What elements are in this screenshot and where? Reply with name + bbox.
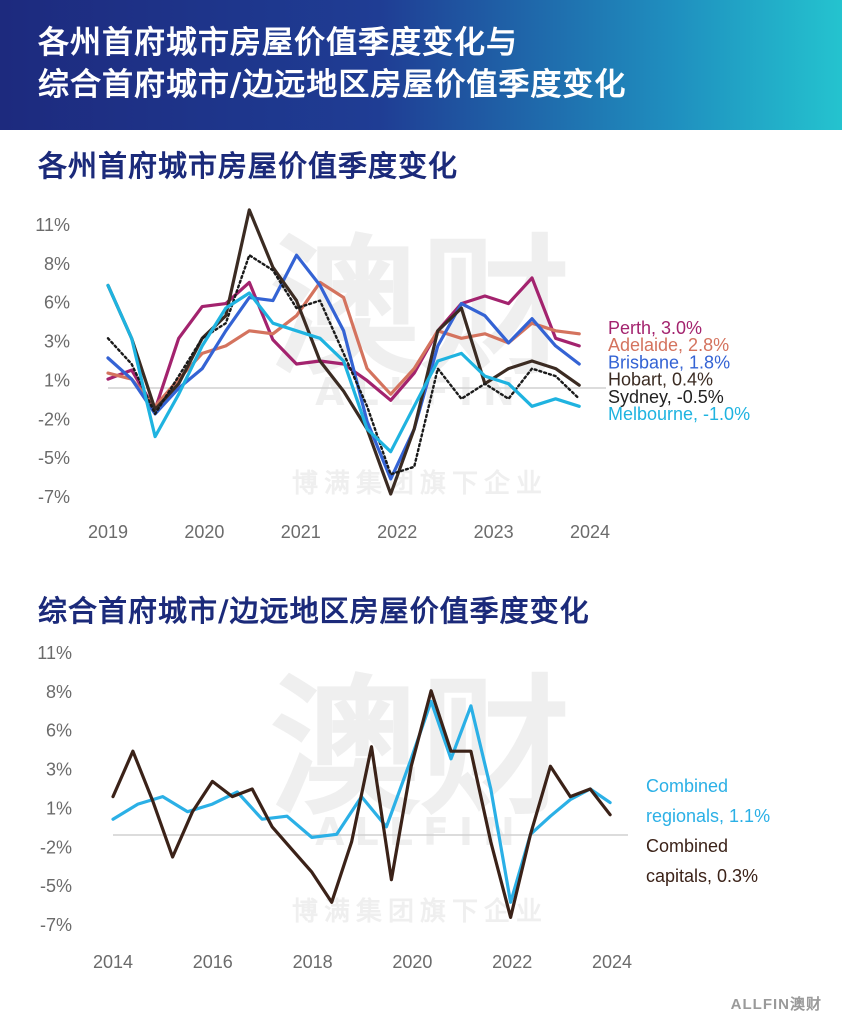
y-tick-label: 1% xyxy=(44,370,70,390)
legend-label-2: Brisbane, 1.8% xyxy=(608,352,730,372)
x-tick-label: 2020 xyxy=(184,522,224,542)
x-tick-label: 2014 xyxy=(93,952,133,972)
y-tick-label: -7% xyxy=(38,487,70,507)
footer-logo: ALLFIN澳财 xyxy=(730,996,822,1013)
legend-label-1: capitals, 0.3% xyxy=(646,866,758,886)
legend-label-0: Combined xyxy=(646,776,728,796)
y-tick-label: 3% xyxy=(46,760,72,780)
x-tick-label: 2022 xyxy=(377,522,417,542)
chart-state-capitals: 澳财ALLFIN博满集团旗下企业11%8%6%3%1%-2%-5%-7%2019… xyxy=(35,208,750,542)
y-tick-label: 8% xyxy=(46,682,72,702)
series-line-5 xyxy=(106,283,581,454)
legend-label-1: Adelaide, 2.8% xyxy=(608,335,729,355)
series-line-4 xyxy=(106,254,581,476)
chart1-title: 各州首府城市房屋价值季度变化 xyxy=(38,149,459,183)
legend-label-5: Melbourne, -1.0% xyxy=(608,404,750,424)
y-tick-label: 6% xyxy=(46,721,72,741)
page-title: 各州首府城市房屋价值季度变化与 综合首府城市/边远地区房屋价值季度变化 xyxy=(38,22,626,106)
y-tick-label: -7% xyxy=(40,915,72,935)
x-tick-label: 2021 xyxy=(281,522,321,542)
x-tick-label: 2018 xyxy=(293,952,333,972)
legend-label-4: Sydney, -0.5% xyxy=(608,387,724,407)
x-tick-label: 2023 xyxy=(474,522,514,542)
legend-label-0: Perth, 3.0% xyxy=(608,318,702,338)
chart2-title: 综合首府城市/边远地区房屋价值季度变化 xyxy=(38,594,590,628)
legend-label-3: Hobart, 0.4% xyxy=(608,370,713,390)
y-tick-label: 11% xyxy=(37,643,72,663)
series-line-0 xyxy=(111,699,612,904)
legend-label-1: Combined xyxy=(646,836,728,856)
x-tick-label: 2024 xyxy=(570,522,610,542)
x-tick-label: 2016 xyxy=(193,952,233,972)
x-tick-label: 2024 xyxy=(592,952,632,972)
page-title-line1: 各州首府城市房屋价值季度变化与 xyxy=(38,25,518,61)
legend-label-0: regionals, 1.1% xyxy=(646,806,770,826)
header-banner: 各州首府城市房屋价值季度变化与 综合首府城市/边远地区房屋价值季度变化 xyxy=(0,0,842,130)
y-tick-label: -5% xyxy=(40,876,72,896)
series-line-3 xyxy=(106,208,581,496)
y-tick-label: 11% xyxy=(35,215,70,235)
watermark-sub: 博满集团旗下企业 xyxy=(292,468,548,499)
x-tick-label: 2019 xyxy=(88,522,128,542)
page-title-line2: 综合首府城市/边远地区房屋价值季度变化 xyxy=(38,67,627,103)
y-tick-label: -5% xyxy=(38,448,70,468)
y-tick-label: 6% xyxy=(44,293,70,313)
watermark-main: 澳财 xyxy=(270,662,570,836)
series-line-1 xyxy=(111,689,612,919)
y-tick-label: -2% xyxy=(38,409,70,429)
x-tick-label: 2022 xyxy=(492,952,532,972)
x-tick-label: 2020 xyxy=(392,952,432,972)
y-tick-label: -2% xyxy=(40,837,72,857)
y-tick-label: 3% xyxy=(44,332,70,352)
y-tick-label: 8% xyxy=(44,254,70,274)
watermark-main: 澳财 xyxy=(270,222,570,396)
y-tick-label: 1% xyxy=(46,798,72,818)
